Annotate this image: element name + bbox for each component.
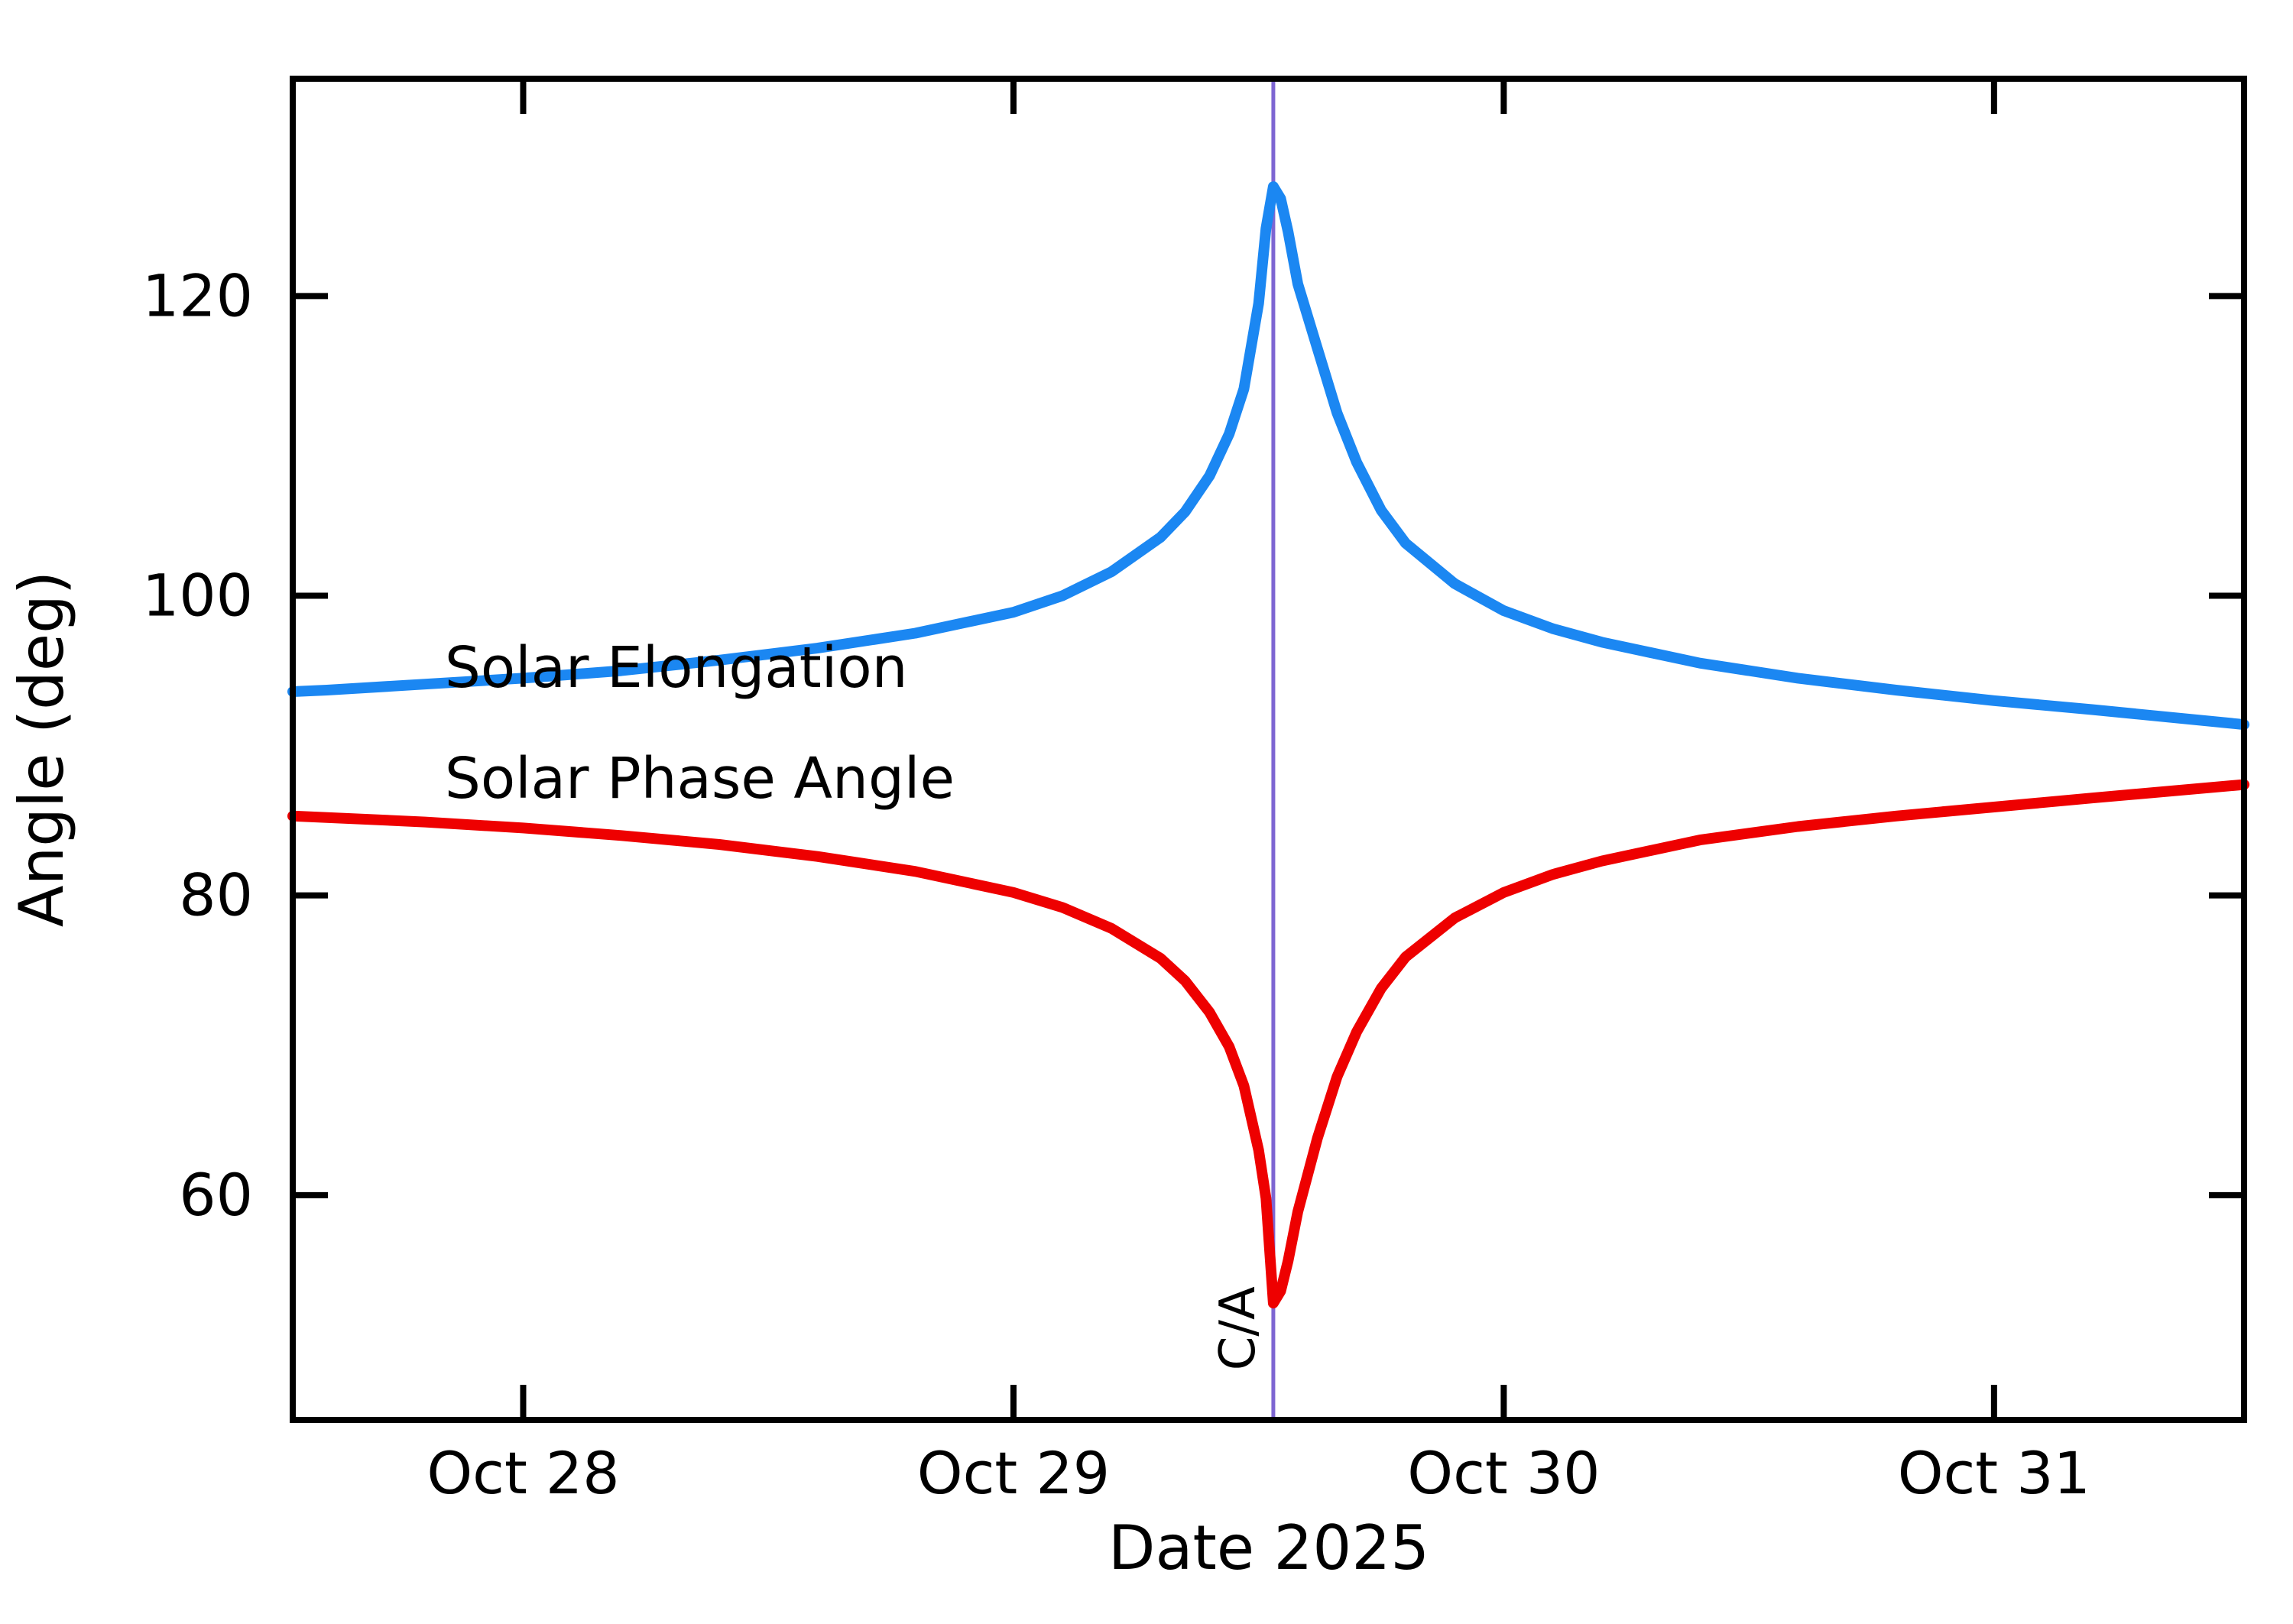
solar-elongation-label: Solar Elongation bbox=[445, 635, 908, 701]
closest-approach-label: C/A bbox=[1210, 1286, 1267, 1370]
solar-phase-angle-label: Solar Phase Angle bbox=[445, 746, 955, 812]
y-axis-title: Angle (deg) bbox=[6, 571, 77, 927]
x-tick-label: Oct 30 bbox=[1407, 1439, 1600, 1507]
x-tick-label: Oct 31 bbox=[1898, 1439, 2090, 1507]
solar-phase-angle-curve bbox=[287, 779, 2249, 1309]
y-tick-label: 100 bbox=[142, 562, 253, 630]
y-tick-label: 120 bbox=[142, 261, 253, 329]
x-axis-title: Date 2025 bbox=[1108, 1512, 1429, 1583]
plot-border bbox=[290, 76, 2247, 1423]
solar-elongation-curve bbox=[287, 181, 2249, 731]
y-tick-label: 60 bbox=[179, 1161, 253, 1229]
x-tick-label: Oct 28 bbox=[426, 1439, 619, 1507]
y-tick-label: 80 bbox=[179, 861, 253, 929]
x-tick-label: Oct 29 bbox=[917, 1439, 1110, 1507]
